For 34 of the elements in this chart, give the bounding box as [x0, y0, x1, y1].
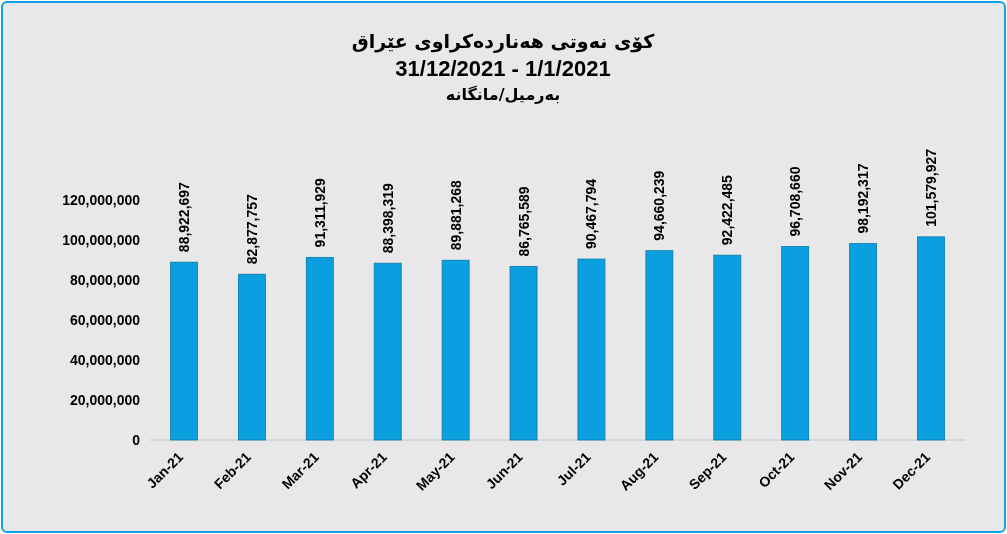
bar: [170, 261, 198, 441]
bar: [373, 262, 402, 441]
y-tick-label: 20,000,000: [69, 392, 141, 408]
y-tick-label: 0: [132, 432, 141, 448]
bar: [781, 246, 810, 441]
bar: [645, 250, 674, 441]
y-tick-label: 80,000,000: [69, 272, 141, 288]
text: بەرمیل/مانگانە: [445, 85, 561, 104]
y-tick-label: 40,000,000: [69, 352, 141, 368]
y-tick-label: 120,000,000: [62, 192, 141, 208]
data-label: 101,579,927: [923, 148, 940, 227]
data-label: 88,398,319: [379, 182, 396, 254]
bar: [849, 243, 878, 441]
chart-subtitle: 31/12/2021 - 1/1/2021: [395, 56, 611, 81]
bar: [305, 256, 334, 441]
bar: [237, 273, 266, 441]
bar: [509, 266, 538, 441]
data-label: 92,422,485: [719, 174, 736, 246]
bar: [917, 236, 945, 441]
bar: [713, 254, 742, 441]
data-label: 90,467,794: [583, 178, 600, 250]
data-label: 89,881,268: [447, 179, 464, 251]
data-label: 91,311,929: [311, 177, 328, 248]
data-label: 94,660,239: [651, 170, 668, 241]
y-tick-label: 100,000,000: [62, 232, 141, 248]
data-label: 96,708,660: [787, 166, 804, 237]
bar: [577, 258, 606, 441]
y-tick-label: 60,000,000: [69, 312, 141, 328]
chart-title: کۆی نەوتی هەناردەکراوی عێراق: [351, 30, 656, 53]
data-label: 82,877,757: [243, 193, 260, 265]
bar: [441, 259, 470, 441]
data-label: 88,922,697: [175, 181, 192, 253]
data-label: 98,192,317: [855, 163, 872, 234]
data-label: 86,765,589: [515, 186, 532, 257]
